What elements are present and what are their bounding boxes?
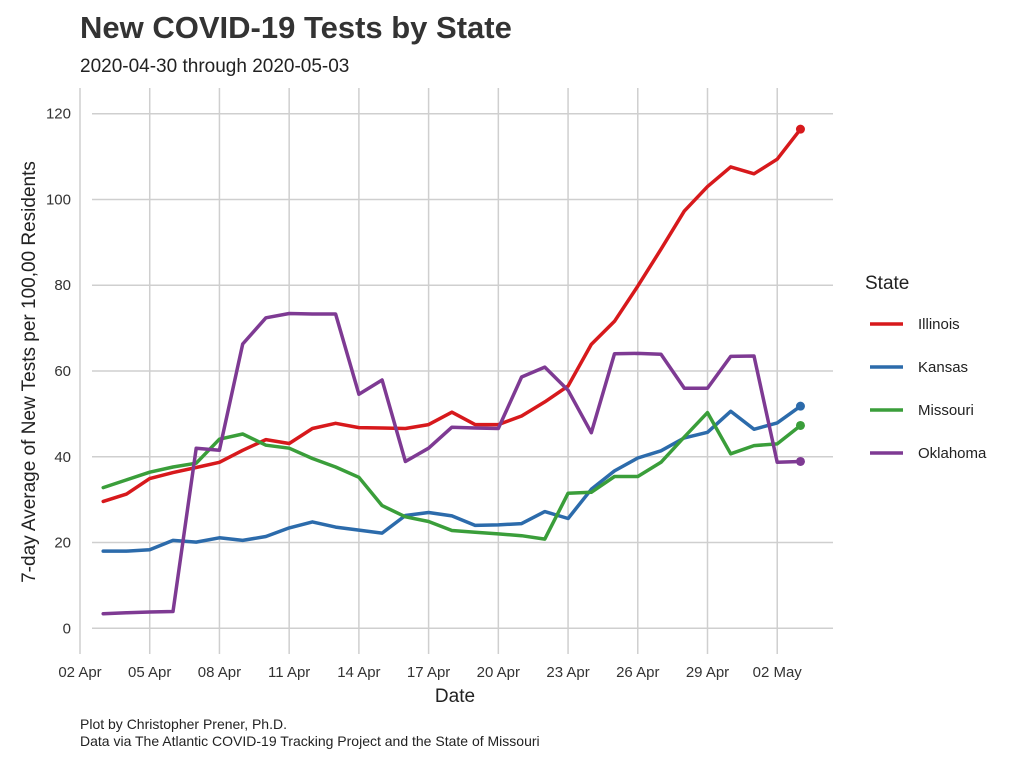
x-tick-label: 20 Apr [477,664,520,681]
end-point-illinois [795,124,805,134]
end-point-oklahoma [795,456,805,466]
y-axis-label: 7-day Average of New Tests per 100,00 Re… [19,161,40,583]
x-tick-label: 11 Apr [268,664,310,681]
y-tick-label: 60 [54,363,71,380]
legend: State Illinois Kansas Missouri Oklahoma [865,273,987,462]
y-tick-label: 120 [46,106,71,123]
legend-label-illinois: Illinois [918,316,960,333]
x-gridlines [79,88,778,654]
caption: Plot by Christopher Prener, Ph.D. Data v… [80,716,540,750]
y-tick-label: 20 [54,535,71,552]
y-tick-label: 100 [46,191,71,208]
end-point-missouri [795,420,805,430]
x-tick-label: 29 Apr [686,664,729,681]
x-tick-label: 26 Apr [616,664,659,681]
y-tick-label: 40 [54,449,71,466]
end-point-kansas [795,401,805,411]
chart-title: New COVID-19 Tests by State [80,10,512,45]
series-line-illinois [101,127,803,504]
x-tick-labels: 02 Apr 05 Apr 08 Apr 11 Apr 14 Apr 17 Apr 20 A… [58,664,802,681]
x-tick-label: 23 Apr [546,664,589,681]
y-tick-label: 0 [63,620,71,637]
x-tick-label: 14 Apr [337,664,380,681]
x-tick-label: 02 May [753,664,803,681]
y-tick-label: 80 [54,277,71,294]
caption-line-author: Plot by Christopher Prener, Ph.D. [80,716,287,732]
legend-label-missouri: Missouri [918,402,974,419]
x-tick-label: 08 Apr [198,664,241,681]
y-tick-labels: 0 20 40 60 80 100 120 [46,106,71,638]
legend-label-kansas: Kansas [918,359,968,376]
series-line-oklahoma [101,311,803,616]
y-gridlines [92,112,833,630]
caption-line-source: Data via The Atlantic COVID-19 Tracking … [80,733,540,749]
x-axis-label: Date [435,686,475,707]
chart-subtitle: 2020-04-30 through 2020-05-03 [80,56,350,77]
x-tick-label: 17 Apr [407,664,450,681]
series-line-missouri [101,410,803,541]
legend-label-oklahoma: Oklahoma [918,445,987,462]
x-tick-label: 02 Apr [58,664,101,681]
legend-title: State [865,273,909,294]
x-tick-label: 05 Apr [128,664,171,681]
series-lines [101,124,805,616]
